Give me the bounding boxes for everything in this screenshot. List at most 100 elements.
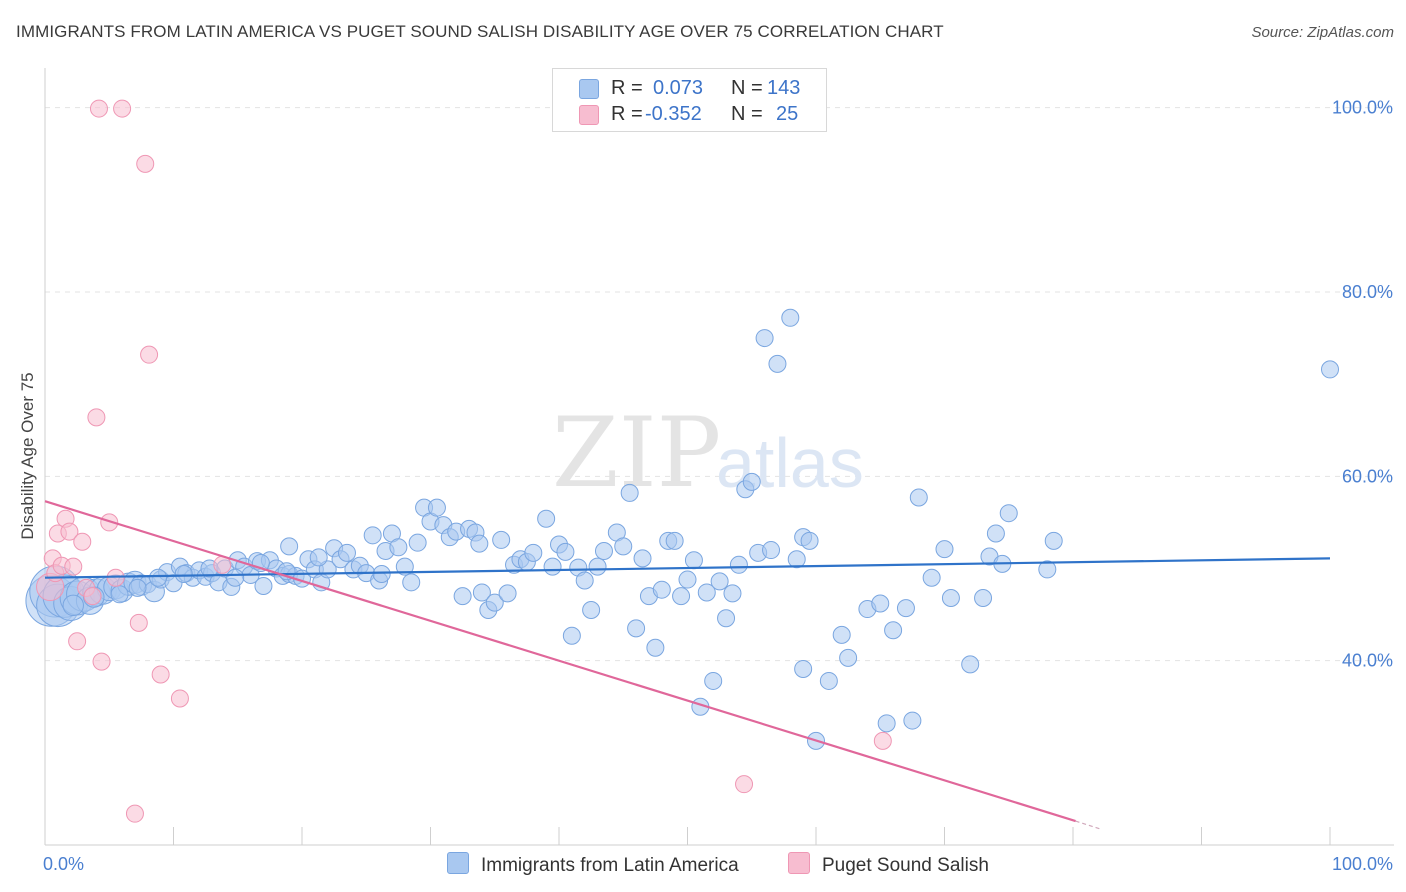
legend-row-blue: R = 0.073 N = 143 — [553, 75, 826, 101]
point-puget-sound-salish — [873, 731, 892, 750]
point-latin-america — [974, 588, 993, 607]
point-latin-america — [453, 587, 472, 606]
point-latin-america — [280, 537, 299, 556]
point-puget-sound-salish — [140, 345, 159, 364]
point-latin-america — [498, 584, 517, 603]
scatter-points — [25, 99, 1339, 823]
point-puget-sound-salish — [83, 587, 102, 606]
point-latin-america — [839, 648, 858, 667]
point-latin-america — [543, 557, 562, 576]
point-puget-sound-salish — [113, 99, 132, 118]
point-latin-america — [787, 550, 806, 569]
point-latin-america — [110, 585, 129, 604]
point-latin-america — [620, 483, 639, 502]
point-latin-america — [781, 308, 800, 327]
watermark: ZIP atlas — [552, 397, 864, 509]
point-latin-america — [556, 542, 575, 561]
y-tick-label: 80.0% — [1342, 282, 1393, 302]
point-latin-america — [935, 540, 954, 559]
point-puget-sound-salish — [136, 154, 155, 173]
bottom-legend-item-latin-america: Immigrants from Latin America — [447, 852, 739, 877]
point-latin-america — [672, 587, 691, 606]
y-tick-label: 60.0% — [1342, 466, 1393, 486]
point-latin-america — [896, 599, 915, 618]
source-note: Source: ZipAtlas.com — [1251, 24, 1394, 41]
legend-swatch-pink — [579, 105, 599, 125]
point-latin-america — [582, 600, 601, 619]
point-puget-sound-salish — [129, 613, 148, 632]
point-latin-america — [871, 594, 890, 613]
legend-n-value: 25 — [776, 103, 799, 125]
point-latin-america — [470, 534, 489, 553]
point-latin-america — [800, 531, 819, 550]
legend-swatch-blue — [579, 79, 599, 99]
bottom-legend-label: Immigrants from Latin America — [481, 855, 739, 876]
point-latin-america — [832, 625, 851, 644]
point-latin-america — [402, 573, 421, 592]
point-puget-sound-salish — [64, 557, 83, 576]
point-latin-america — [665, 531, 684, 550]
point-puget-sound-salish — [68, 632, 87, 651]
trend-line-latin-america — [44, 557, 1331, 579]
legend-row-pink: R = -0.352 N = 25 — [553, 101, 826, 127]
point-latin-america — [961, 655, 980, 674]
point-latin-america — [128, 578, 147, 597]
point-puget-sound-salish — [125, 804, 144, 823]
point-latin-america — [62, 594, 84, 617]
trend-line-puget-sound-salish — [44, 500, 1076, 823]
point-latin-america — [684, 551, 703, 570]
point-puget-sound-salish — [60, 522, 79, 541]
point-latin-america — [389, 538, 408, 557]
point-latin-america — [762, 541, 781, 560]
x-tick-label: 100.0% — [1332, 854, 1393, 874]
correlation-legend: R = 0.073 N = 143 R = -0.352 N = 25 — [552, 68, 827, 132]
point-puget-sound-salish — [100, 513, 119, 532]
bottom-legend-item-puget-sound-salish: Puget Sound Salish — [788, 852, 989, 877]
point-latin-america — [678, 570, 697, 589]
point-latin-america — [174, 565, 193, 584]
point-latin-america — [1044, 531, 1063, 550]
point-latin-america — [922, 568, 941, 587]
trend-lines — [44, 500, 1331, 830]
legend-r-label: R = — [611, 103, 643, 125]
point-latin-america — [408, 533, 427, 552]
point-latin-america — [729, 555, 748, 574]
legend-n-label: N = — [731, 103, 763, 125]
point-latin-america — [588, 557, 607, 576]
point-puget-sound-salish — [87, 408, 106, 427]
point-latin-america — [1321, 360, 1339, 379]
point-latin-america — [254, 577, 273, 596]
point-latin-america — [1038, 560, 1057, 579]
point-latin-america — [877, 714, 896, 733]
point-puget-sound-salish — [735, 775, 754, 794]
point-latin-america — [337, 543, 356, 562]
point-puget-sound-salish — [151, 665, 170, 684]
legend-r-label: R = — [611, 77, 643, 99]
point-latin-america — [537, 509, 556, 528]
chart-title: IMMIGRANTS FROM LATIN AMERICA VS PUGET S… — [16, 22, 944, 41]
point-latin-america — [652, 580, 671, 599]
axes — [44, 68, 1394, 846]
point-latin-america — [309, 548, 328, 567]
point-latin-america — [363, 526, 382, 545]
x-tick-label: 0.0% — [43, 854, 84, 874]
bottom-legend-swatch-blue — [447, 852, 469, 874]
point-latin-america — [710, 572, 729, 591]
point-latin-america — [646, 638, 665, 657]
point-latin-america — [472, 583, 491, 602]
point-latin-america — [884, 621, 903, 640]
point-latin-america — [999, 504, 1018, 523]
point-latin-america — [149, 568, 168, 587]
point-latin-america — [819, 671, 838, 690]
bottom-legend-swatch-pink — [788, 852, 810, 874]
point-latin-america — [697, 583, 716, 602]
point-puget-sound-salish — [170, 689, 189, 708]
legend-n-value: 143 — [767, 77, 801, 99]
bottom-legend-label: Puget Sound Salish — [822, 855, 989, 876]
point-latin-america — [755, 329, 774, 348]
point-latin-america — [524, 543, 543, 562]
grid-lines — [45, 107, 1394, 662]
point-latin-america — [575, 571, 594, 590]
y-tick-label: 100.0% — [1332, 98, 1393, 118]
